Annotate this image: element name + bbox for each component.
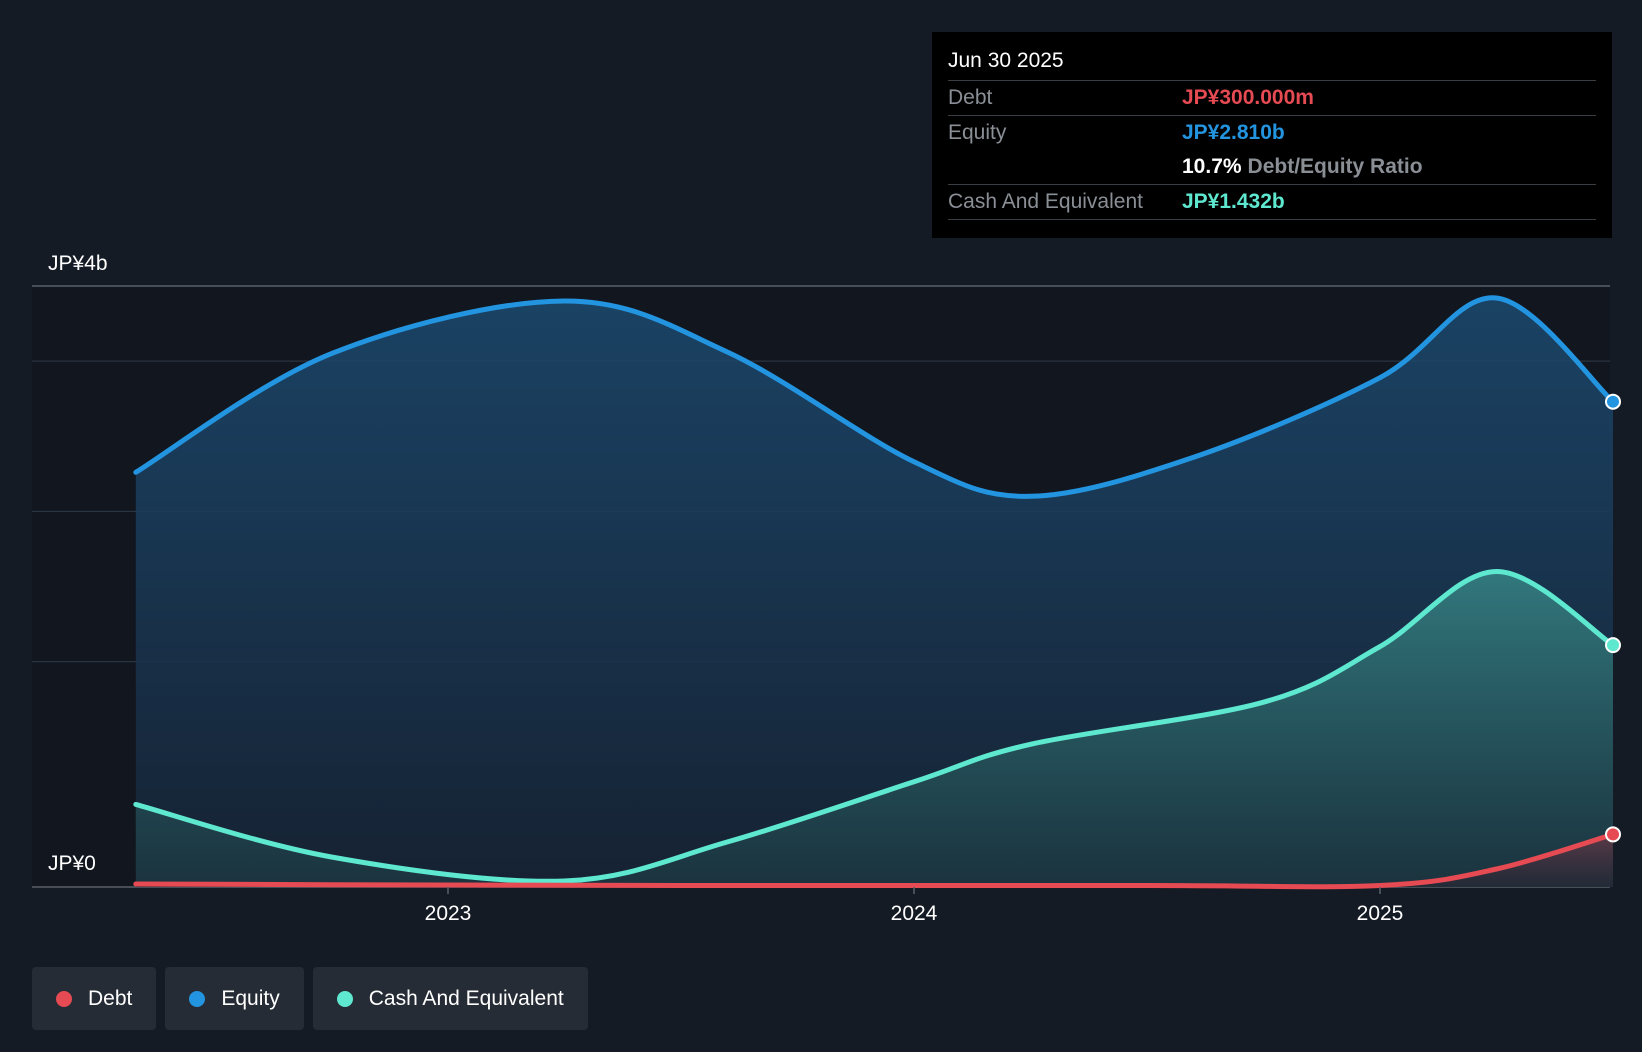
cash-line — [133, 568, 1616, 884]
tooltip-ratio-label: Debt/Equity Ratio — [1247, 155, 1423, 178]
y-axis-bottom-label: JP¥0 — [48, 852, 96, 875]
tooltip-equity-value: JP¥2.810b — [1182, 121, 1285, 144]
debt-line — [133, 831, 1616, 890]
legend-item-debt[interactable]: Debt — [32, 967, 157, 1030]
tooltip-debt-label: Debt — [948, 86, 993, 109]
cash-dot-icon — [336, 990, 353, 1007]
equity-line — [133, 295, 1616, 499]
x-tick-label-2025: 2025 — [1357, 902, 1404, 925]
x-tick-label-2024: 2024 — [891, 902, 938, 925]
tooltip-ratio-value: 10.7% — [1182, 155, 1242, 178]
x-tick-label-2023: 2023 — [425, 902, 472, 925]
legend-item-equity[interactable]: Equity — [165, 967, 304, 1030]
legend-label-cash: Cash And Equivalent — [368, 986, 564, 1010]
tooltip-debt-value: JP¥300.000m — [1182, 86, 1314, 109]
tooltip-ratio-row: 10.7% Debt/Equity Ratio — [948, 150, 1596, 184]
legend-label-debt: Debt — [88, 986, 133, 1010]
chart-legend: Debt Equity Cash And Equivalent — [32, 967, 597, 1030]
cash-area — [135, 571, 1613, 887]
tooltip-equity-label: Equity — [948, 121, 1007, 144]
legend-label-equity: Equity — [221, 986, 280, 1010]
tooltip-date: Jun 30 2025 — [948, 49, 1064, 72]
equity-marker[interactable] — [1605, 393, 1621, 410]
debt-dot-icon — [56, 990, 72, 1007]
tooltip-panel: Jun 30 2025 Debt JP¥300.000m Equity JP¥2… — [932, 32, 1612, 238]
tooltip-cash-label: Cash And Equivalent — [948, 190, 1143, 213]
y-axis-top-label: JP¥4b — [48, 252, 108, 275]
equity-dot-icon — [189, 990, 206, 1007]
tooltip-debt-row: Debt JP¥300.000m — [948, 80, 1596, 115]
tooltip-equity-row: Equity JP¥2.810b — [948, 115, 1596, 150]
cash-marker[interactable] — [1605, 637, 1621, 654]
tooltip-cash-row: Cash And Equivalent JP¥1.432b — [948, 184, 1596, 220]
debt-marker[interactable] — [1605, 826, 1621, 843]
legend-item-cash[interactable]: Cash And Equivalent — [312, 967, 588, 1030]
tooltip-cash-value: JP¥1.432b — [1182, 190, 1285, 213]
debt-area — [135, 834, 1613, 887]
